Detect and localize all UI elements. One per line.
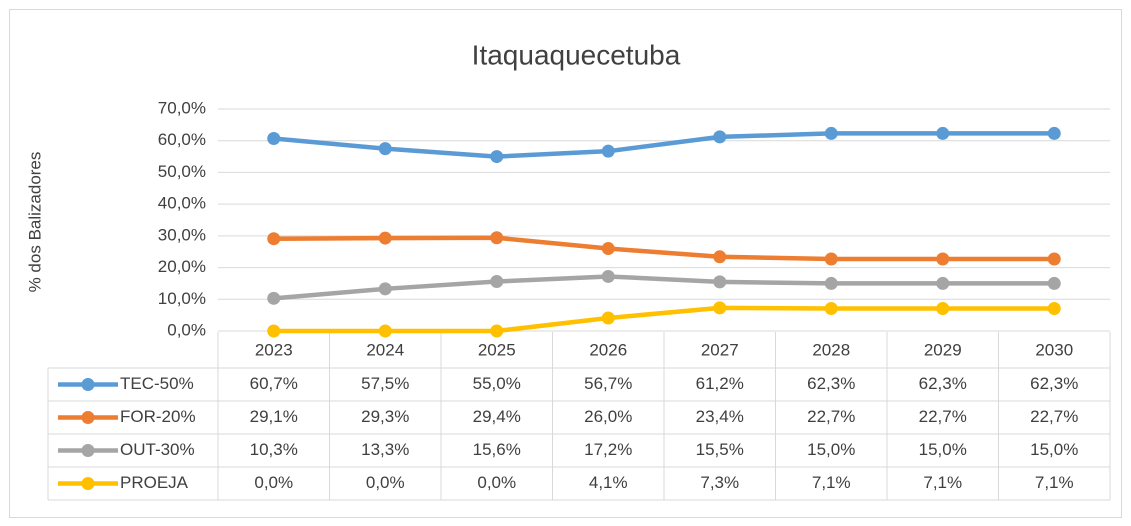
data-point <box>601 311 615 325</box>
table-value: 7,1% <box>923 473 962 492</box>
table-value: 22,7% <box>919 407 967 426</box>
y-tick-label: 10,0% <box>158 289 206 308</box>
table-value: 4,1% <box>589 473 628 492</box>
table-value: 7,3% <box>700 473 739 492</box>
data-point <box>936 301 950 315</box>
y-tick-label: 0,0% <box>167 320 206 339</box>
table-value: 15,0% <box>807 440 855 459</box>
x-tick-label: 2025 <box>478 340 516 359</box>
data-point <box>490 324 504 338</box>
legend-key-marker <box>81 477 95 490</box>
data-point <box>601 144 615 158</box>
data-point <box>1047 276 1061 290</box>
y-tick-label: 30,0% <box>158 225 206 244</box>
table-value: 29,4% <box>473 407 521 426</box>
table-value: 62,3% <box>919 374 967 393</box>
table-value: 22,7% <box>1030 407 1078 426</box>
table-value: 57,5% <box>361 374 409 393</box>
data-point <box>490 231 504 245</box>
data-point <box>267 232 281 246</box>
data-point <box>378 282 392 296</box>
data-point <box>713 301 727 315</box>
table-value: 15,0% <box>919 440 967 459</box>
table-value: 13,3% <box>361 440 409 459</box>
x-tick-label: 2030 <box>1035 340 1073 359</box>
x-tick-label: 2024 <box>366 340 404 359</box>
data-point <box>378 231 392 245</box>
table-value: 17,2% <box>584 440 632 459</box>
data-point <box>1047 301 1061 315</box>
data-point <box>267 131 281 145</box>
data-point <box>824 126 838 140</box>
data-point <box>936 126 950 140</box>
table-value: 55,0% <box>473 374 521 393</box>
series-line <box>273 131 1055 159</box>
data-point <box>824 276 838 290</box>
data-point <box>713 130 727 144</box>
table-value: 22,7% <box>807 407 855 426</box>
x-tick-label: 2027 <box>701 340 739 359</box>
data-point <box>490 150 504 164</box>
series-line <box>273 305 1055 334</box>
data-point <box>1047 126 1061 140</box>
data-point <box>267 291 281 305</box>
x-tick-label: 2026 <box>589 340 627 359</box>
legend-key-marker <box>81 378 95 391</box>
table-value: 0,0% <box>477 473 516 492</box>
y-tick-label: 60,0% <box>158 130 206 149</box>
table-value: 26,0% <box>584 407 632 426</box>
table-value: 0,0% <box>366 473 405 492</box>
table-value: 0,0% <box>254 473 293 492</box>
legend-key-marker <box>81 444 95 457</box>
y-tick-label: 40,0% <box>158 194 206 213</box>
series-line <box>273 235 1055 262</box>
table-value: 56,7% <box>584 374 632 393</box>
legend-key-marker <box>81 411 95 424</box>
data-point <box>936 276 950 290</box>
chart-border <box>9 9 1122 518</box>
chart-title: Itaquaquecetuba <box>472 39 681 70</box>
table-value: 61,2% <box>696 374 744 393</box>
data-point <box>378 142 392 156</box>
y-tick-label: 70,0% <box>158 98 206 117</box>
x-tick-label: 2028 <box>812 340 850 359</box>
data-point <box>936 252 950 266</box>
table-value: 62,3% <box>807 374 855 393</box>
x-tick-label: 2029 <box>924 340 962 359</box>
data-point <box>1047 252 1061 266</box>
table-value: 62,3% <box>1030 374 1078 393</box>
data-point <box>601 269 615 283</box>
table-value: 15,6% <box>473 440 521 459</box>
y-tick-label: 20,0% <box>158 257 206 276</box>
data-point <box>713 250 727 264</box>
legend-label: OUT-30% <box>120 440 195 459</box>
data-point <box>713 275 727 289</box>
data-point <box>824 301 838 315</box>
table-value: 23,4% <box>696 407 744 426</box>
y-axis-label: % dos Balizadores <box>25 152 44 293</box>
data-point <box>490 275 504 289</box>
table-value: 15,5% <box>696 440 744 459</box>
data-point <box>601 242 615 256</box>
table-value: 29,3% <box>361 407 409 426</box>
y-tick-label: 50,0% <box>158 162 206 181</box>
data-point <box>267 324 281 338</box>
table-value: 10,3% <box>250 440 298 459</box>
legend-label: TEC-50% <box>120 374 194 393</box>
table-value: 15,0% <box>1030 440 1078 459</box>
x-tick-label: 2023 <box>255 340 293 359</box>
data-point <box>378 324 392 338</box>
data-point <box>824 252 838 266</box>
table-value: 60,7% <box>250 374 298 393</box>
legend-label: FOR-20% <box>120 407 196 426</box>
series-line <box>273 274 1055 301</box>
table-value: 29,1% <box>250 407 298 426</box>
table-value: 7,1% <box>1035 473 1074 492</box>
table-value: 7,1% <box>812 473 851 492</box>
legend-label: PROEJA <box>120 473 189 492</box>
